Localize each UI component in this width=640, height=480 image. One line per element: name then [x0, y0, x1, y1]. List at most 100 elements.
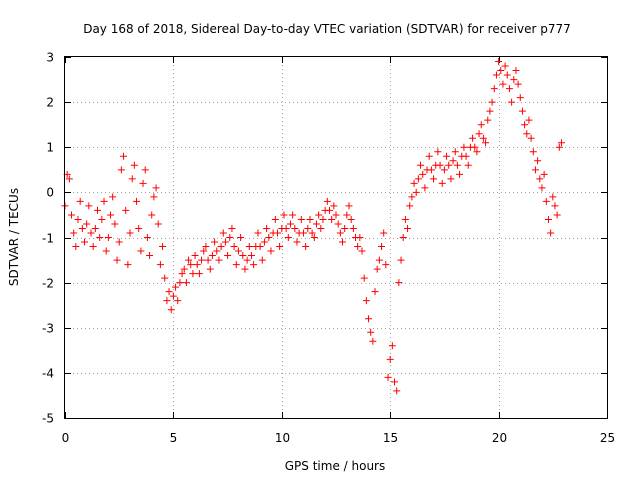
data-point: [443, 152, 451, 160]
data-point: [501, 62, 509, 70]
data-point: [204, 256, 212, 264]
data-point: [83, 220, 91, 228]
x-tick-label: 5: [170, 431, 178, 445]
data-point: [126, 229, 134, 237]
data-point: [469, 134, 477, 142]
data-point: [310, 234, 318, 241]
data-point: [475, 130, 483, 138]
data-point: [87, 229, 95, 237]
data-point: [534, 157, 542, 165]
data-point: [228, 224, 236, 232]
data-point: [299, 229, 307, 237]
data-point: [529, 148, 537, 156]
data-point: [434, 148, 442, 156]
data-point: [273, 229, 281, 237]
data-point: [72, 243, 80, 251]
y-tick-label: 1: [46, 141, 54, 155]
data-point: [339, 238, 347, 246]
data-point: [451, 148, 459, 156]
data-point: [211, 238, 219, 246]
data-point: [453, 161, 461, 169]
data-point: [267, 247, 275, 255]
data-point: [191, 252, 199, 260]
data-point: [208, 252, 216, 260]
data-point: [531, 166, 539, 174]
data-point: [243, 256, 251, 264]
data-point: [471, 143, 479, 151]
data-point: [189, 270, 197, 278]
data-point: [495, 58, 503, 66]
data-point: [143, 234, 151, 241]
data-point: [538, 184, 546, 192]
data-point: [308, 229, 316, 237]
data-point: [141, 166, 149, 174]
data-point: [215, 256, 223, 264]
data-point: [406, 202, 414, 210]
data-point: [482, 139, 490, 147]
data-point: [256, 243, 264, 251]
data-point: [156, 261, 164, 269]
data-point: [124, 261, 132, 269]
data-point: [226, 234, 234, 241]
data-point: [382, 261, 390, 269]
data-point: [291, 224, 299, 232]
data-point: [219, 229, 227, 237]
data-point: [521, 121, 529, 129]
data-point: [161, 274, 169, 282]
data-point: [282, 224, 290, 232]
data-point: [254, 229, 262, 237]
data-point: [258, 256, 266, 264]
data-point: [414, 175, 422, 183]
data-point: [146, 252, 154, 260]
data-point: [128, 175, 136, 183]
data-point: [499, 80, 507, 88]
data-point: [230, 243, 238, 251]
x-tick-label: 20: [492, 431, 507, 445]
data-point: [438, 179, 446, 187]
data-point: [293, 238, 301, 246]
data-point: [182, 279, 190, 287]
data-point: [360, 274, 368, 282]
y-tick-label: 0: [46, 186, 54, 200]
data-point: [512, 67, 520, 75]
data-point: [180, 265, 188, 273]
data-point: [102, 247, 110, 255]
data-point: [319, 215, 327, 223]
data-point: [185, 256, 193, 264]
data-point: [178, 270, 186, 278]
data-point: [317, 224, 325, 232]
data-point: [341, 224, 349, 232]
data-point: [109, 193, 117, 201]
data-point: [497, 67, 505, 75]
data-point: [202, 243, 210, 251]
data-point: [328, 215, 336, 223]
data-point: [358, 247, 366, 255]
y-axis-label: SDTVAR / TECUs: [7, 188, 21, 286]
data-point: [176, 279, 184, 287]
data-point: [362, 297, 370, 305]
data-point: [349, 224, 357, 232]
data-point: [486, 107, 494, 115]
data-point: [304, 224, 312, 232]
data-point: [174, 297, 182, 305]
data-point: [456, 170, 464, 178]
data-point: [488, 98, 496, 106]
data-point: [445, 161, 453, 169]
data-point: [380, 229, 388, 237]
data-point: [154, 220, 162, 228]
data-point: [492, 71, 500, 79]
data-point: [120, 152, 128, 160]
data-point: [115, 238, 123, 246]
data-point: [371, 288, 379, 296]
data-point: [89, 243, 97, 251]
data-point: [76, 197, 84, 205]
data-point: [111, 220, 119, 228]
data-point: [391, 378, 399, 386]
data-point: [172, 283, 180, 291]
data-point: [523, 130, 531, 138]
data-point: [150, 193, 158, 201]
data-point: [315, 211, 323, 219]
data-point: [122, 206, 130, 214]
data-point: [375, 256, 383, 264]
data-point: [81, 238, 89, 246]
